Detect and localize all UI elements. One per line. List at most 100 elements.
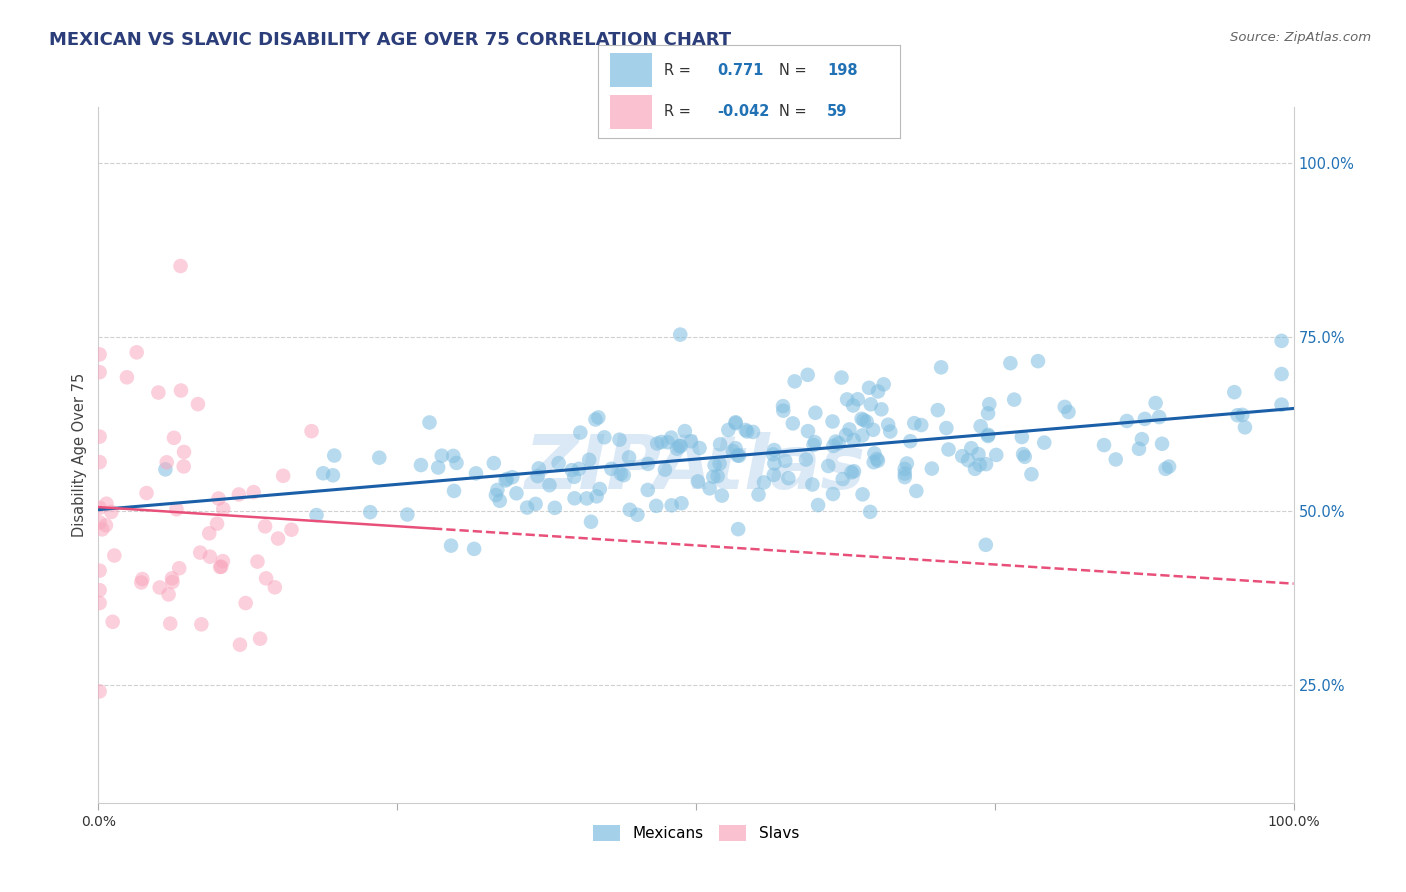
Point — [443, 483, 465, 498]
Point — [772, 399, 794, 413]
Point — [1226, 408, 1249, 422]
Point — [724, 416, 747, 430]
Point — [322, 468, 344, 483]
Point — [485, 488, 508, 502]
Point — [929, 360, 952, 375]
Point — [547, 456, 569, 470]
Point — [950, 449, 973, 463]
Point — [659, 431, 682, 445]
Point — [441, 449, 464, 463]
Point — [969, 419, 991, 434]
Point — [905, 483, 928, 498]
Point — [583, 412, 606, 426]
Point — [1223, 385, 1246, 400]
Point — [896, 457, 918, 471]
Point — [359, 505, 381, 519]
Point — [721, 444, 744, 458]
Point — [735, 425, 758, 439]
Point — [927, 403, 949, 417]
Text: R =: R = — [664, 104, 690, 119]
Point — [842, 464, 865, 478]
Point — [977, 427, 1000, 442]
Point — [671, 496, 693, 510]
Point — [149, 581, 172, 595]
Point — [661, 499, 683, 513]
Point — [165, 502, 187, 516]
Point — [516, 500, 538, 515]
Point — [1011, 430, 1033, 444]
Point — [706, 469, 728, 483]
Point — [103, 549, 125, 563]
Point — [877, 417, 900, 432]
Point — [1057, 405, 1080, 419]
Point — [752, 475, 775, 490]
Point — [1271, 398, 1294, 412]
Point — [495, 472, 517, 486]
Text: 198: 198 — [827, 62, 858, 78]
Point — [894, 470, 917, 484]
Text: MEXICAN VS SLAVIC DISABILITY AGE OVER 75 CORRELATION CHART: MEXICAN VS SLAVIC DISABILITY AGE OVER 75… — [49, 31, 731, 49]
Point — [585, 489, 607, 503]
Point — [569, 425, 592, 440]
Point — [271, 468, 294, 483]
Point — [617, 450, 640, 465]
Point — [773, 454, 796, 468]
Point — [1115, 414, 1137, 428]
Point — [1033, 435, 1056, 450]
Y-axis label: Disability Age Over 75: Disability Age Over 75 — [72, 373, 87, 537]
Point — [96, 497, 118, 511]
Point — [804, 406, 827, 420]
Point — [157, 587, 180, 601]
Point — [89, 455, 111, 469]
Point — [115, 370, 138, 384]
Point — [89, 365, 111, 379]
Point — [977, 429, 1000, 443]
Point — [835, 428, 858, 442]
Point — [938, 442, 960, 457]
Legend: Mexicans, Slavs: Mexicans, Slavs — [586, 819, 806, 847]
Point — [841, 465, 863, 479]
Point — [486, 483, 509, 497]
Point — [974, 457, 997, 471]
Point — [100, 505, 122, 519]
Point — [859, 505, 882, 519]
Point — [1133, 412, 1156, 426]
Point — [796, 368, 818, 382]
Bar — [610, 95, 652, 129]
Point — [163, 431, 186, 445]
Point — [804, 435, 827, 450]
Point — [254, 571, 277, 585]
Point — [173, 445, 195, 459]
Point — [600, 462, 623, 476]
Point — [524, 497, 547, 511]
Point — [89, 347, 111, 361]
Point — [689, 441, 711, 455]
Point — [160, 571, 183, 585]
Point — [465, 467, 488, 481]
Point — [699, 481, 721, 495]
Point — [967, 447, 990, 461]
Point — [960, 441, 983, 455]
Point — [235, 596, 257, 610]
Point — [866, 453, 889, 467]
Point — [212, 554, 235, 568]
Point — [1012, 447, 1035, 461]
Point — [89, 564, 111, 578]
Point — [312, 467, 335, 481]
Point — [418, 416, 440, 430]
Point — [430, 449, 453, 463]
Point — [734, 423, 756, 437]
Bar — [610, 53, 652, 87]
Point — [827, 436, 849, 450]
Point — [763, 443, 786, 458]
Point — [645, 499, 668, 513]
Point — [609, 433, 631, 447]
Point — [898, 434, 921, 449]
Point — [831, 472, 853, 486]
Point — [610, 467, 633, 481]
Point — [505, 486, 527, 500]
Point — [198, 526, 221, 541]
Point — [463, 541, 485, 556]
Point — [626, 508, 648, 522]
Point — [488, 493, 510, 508]
